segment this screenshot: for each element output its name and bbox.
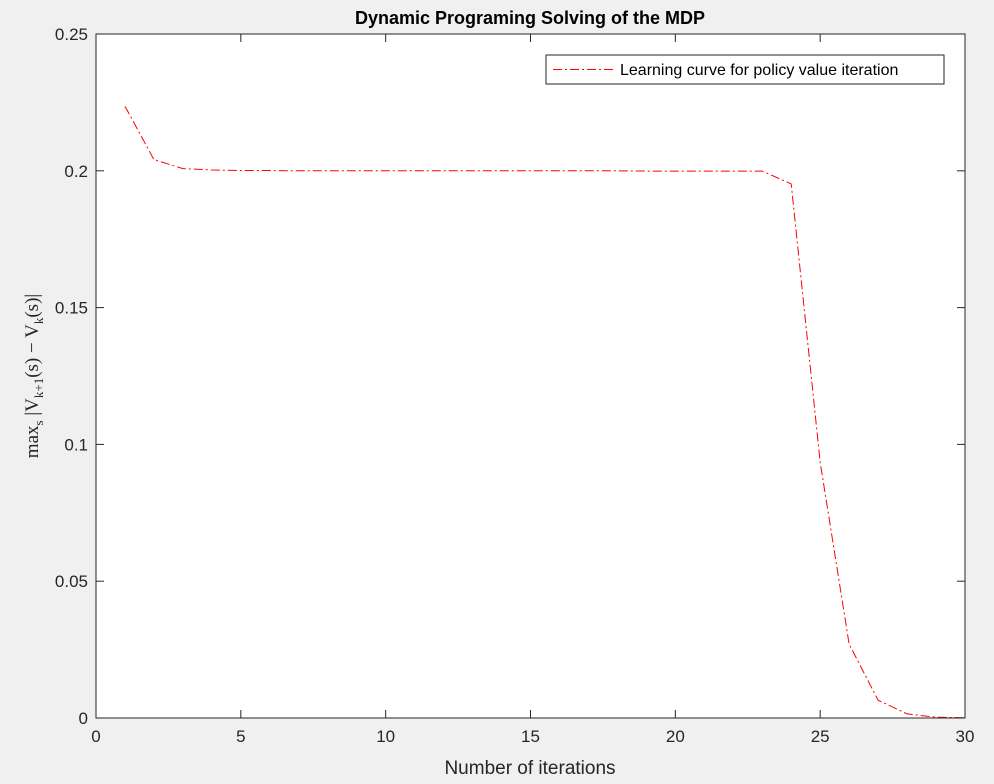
y-label-max: max bbox=[22, 425, 43, 458]
series-line bbox=[124, 105, 966, 719]
y-tick-label: 0.25 bbox=[55, 25, 88, 44]
legend-entry-label: Learning curve for policy value iteratio… bbox=[620, 62, 898, 79]
axes-box bbox=[95, 33, 966, 719]
y-tick-label: 0.05 bbox=[55, 572, 88, 591]
y-tick-label: 0 bbox=[79, 709, 88, 728]
y-label-sub-k1: k+1 bbox=[31, 378, 46, 398]
legend: Learning curve for policy value iteratio… bbox=[545, 54, 945, 85]
y-ticks: 0 0.05 0.1 0.15 0.2 0.25 bbox=[55, 25, 965, 728]
x-axis-label: Number of iterations bbox=[444, 758, 615, 779]
y-label-sub-k: k bbox=[31, 317, 46, 324]
x-tick-label: 0 bbox=[91, 727, 100, 746]
chart-title: Dynamic Programing Solving of the MDP bbox=[355, 8, 705, 28]
axes-background bbox=[96, 34, 965, 718]
x-tick-label: 25 bbox=[811, 727, 830, 746]
y-label-body3: (s)| bbox=[22, 294, 43, 318]
x-ticks: 0 5 10 15 20 25 30 bbox=[91, 34, 974, 746]
x-tick-label: 30 bbox=[956, 727, 975, 746]
x-tick-label: 20 bbox=[666, 727, 685, 746]
series-layer bbox=[124, 105, 966, 719]
x-tick-label: 5 bbox=[236, 727, 245, 746]
y-label-body2: (s) − V bbox=[22, 324, 43, 378]
y-label-body1: |V bbox=[22, 398, 43, 421]
y-tick-label: 0.1 bbox=[64, 435, 88, 454]
x-tick-label: 10 bbox=[376, 727, 395, 746]
y-tick-label: 0.2 bbox=[64, 162, 88, 181]
x-tick-label: 15 bbox=[521, 727, 540, 746]
y-label-sub-s: s bbox=[31, 420, 46, 425]
y-tick-label: 0.15 bbox=[55, 299, 88, 318]
y-axis-label: maxs |Vk+1(s) − Vk(s)| bbox=[22, 294, 46, 458]
